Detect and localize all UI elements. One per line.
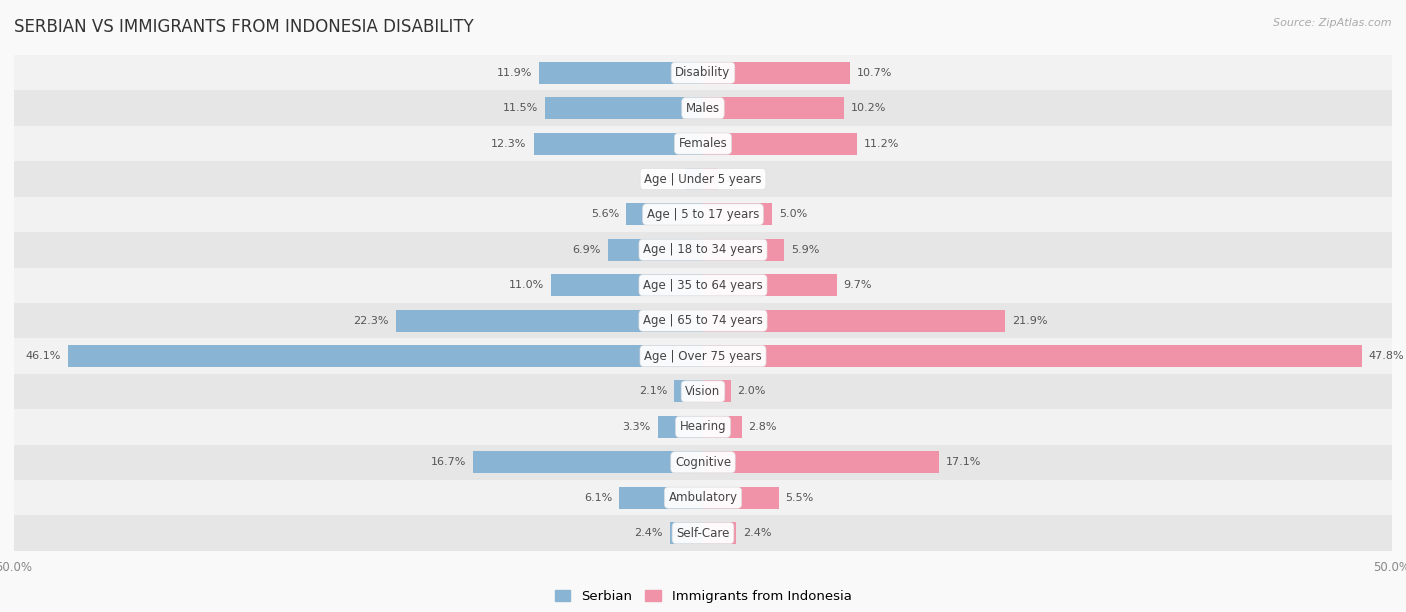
Bar (14, 126, 1392, 162)
Text: 2.4%: 2.4% (742, 528, 772, 538)
Text: 5.6%: 5.6% (591, 209, 619, 220)
Text: 6.1%: 6.1% (583, 493, 612, 502)
Bar (14, 338, 1392, 374)
Text: Females: Females (679, 137, 727, 150)
Text: Hearing: Hearing (679, 420, 727, 433)
Text: 17.1%: 17.1% (945, 457, 981, 468)
Bar (703, 416, 741, 438)
Bar (703, 203, 772, 225)
Bar (607, 239, 703, 261)
Bar (538, 62, 703, 84)
Bar (551, 274, 703, 296)
Text: 12.3%: 12.3% (491, 138, 527, 149)
Text: Age | Over 75 years: Age | Over 75 years (644, 349, 762, 362)
Bar (703, 451, 939, 473)
Bar (703, 381, 731, 403)
Bar (14, 162, 1392, 196)
Bar (703, 62, 851, 84)
Text: 16.7%: 16.7% (430, 457, 465, 468)
Text: Source: ZipAtlas.com: Source: ZipAtlas.com (1274, 18, 1392, 28)
Text: Males: Males (686, 102, 720, 114)
Text: 47.8%: 47.8% (1368, 351, 1405, 361)
Text: SERBIAN VS IMMIGRANTS FROM INDONESIA DISABILITY: SERBIAN VS IMMIGRANTS FROM INDONESIA DIS… (14, 18, 474, 36)
Text: 1.1%: 1.1% (725, 174, 754, 184)
Text: Age | 18 to 34 years: Age | 18 to 34 years (643, 244, 763, 256)
Bar (14, 444, 1392, 480)
Text: Disability: Disability (675, 66, 731, 80)
Bar (703, 487, 779, 509)
Text: 11.2%: 11.2% (865, 138, 900, 149)
Bar (669, 522, 703, 544)
Bar (395, 310, 703, 332)
Bar (14, 303, 1392, 338)
Bar (703, 168, 718, 190)
Bar (14, 409, 1392, 444)
Bar (14, 267, 1392, 303)
Text: 10.7%: 10.7% (858, 68, 893, 78)
Bar (14, 515, 1392, 551)
Text: Ambulatory: Ambulatory (668, 491, 738, 504)
Text: 1.3%: 1.3% (650, 174, 678, 184)
Text: 3.3%: 3.3% (623, 422, 651, 432)
Bar (703, 97, 844, 119)
Bar (14, 55, 1392, 91)
Text: Age | 5 to 17 years: Age | 5 to 17 years (647, 208, 759, 221)
Bar (14, 232, 1392, 267)
Text: 5.9%: 5.9% (792, 245, 820, 255)
Text: 11.9%: 11.9% (496, 68, 531, 78)
Bar (533, 133, 703, 155)
Bar (703, 522, 737, 544)
Text: 10.2%: 10.2% (851, 103, 886, 113)
Text: Age | Under 5 years: Age | Under 5 years (644, 173, 762, 185)
Text: 2.0%: 2.0% (738, 386, 766, 397)
Bar (14, 196, 1392, 232)
Text: 46.1%: 46.1% (25, 351, 60, 361)
Bar (67, 345, 703, 367)
Text: 6.9%: 6.9% (572, 245, 600, 255)
Text: 11.0%: 11.0% (509, 280, 544, 290)
Text: 21.9%: 21.9% (1012, 316, 1047, 326)
Text: 2.1%: 2.1% (638, 386, 668, 397)
Text: Self-Care: Self-Care (676, 526, 730, 540)
Text: 9.7%: 9.7% (844, 280, 872, 290)
Text: 22.3%: 22.3% (353, 316, 389, 326)
Bar (14, 480, 1392, 515)
Bar (703, 345, 1361, 367)
Bar (703, 274, 837, 296)
Bar (703, 239, 785, 261)
Text: 2.8%: 2.8% (748, 422, 778, 432)
Legend: Serbian, Immigrants from Indonesia: Serbian, Immigrants from Indonesia (550, 585, 856, 609)
Bar (673, 381, 703, 403)
Text: Age | 65 to 74 years: Age | 65 to 74 years (643, 314, 763, 327)
Bar (619, 487, 703, 509)
Bar (685, 168, 703, 190)
Bar (626, 203, 703, 225)
Text: Cognitive: Cognitive (675, 456, 731, 469)
Bar (658, 416, 703, 438)
Bar (703, 310, 1005, 332)
Bar (472, 451, 703, 473)
Bar (703, 133, 858, 155)
Text: 5.0%: 5.0% (779, 209, 807, 220)
Bar (14, 374, 1392, 409)
Bar (544, 97, 703, 119)
Text: 5.5%: 5.5% (786, 493, 814, 502)
Bar (14, 91, 1392, 126)
Text: Age | 35 to 64 years: Age | 35 to 64 years (643, 278, 763, 292)
Text: Vision: Vision (685, 385, 721, 398)
Text: 11.5%: 11.5% (502, 103, 537, 113)
Text: 2.4%: 2.4% (634, 528, 664, 538)
